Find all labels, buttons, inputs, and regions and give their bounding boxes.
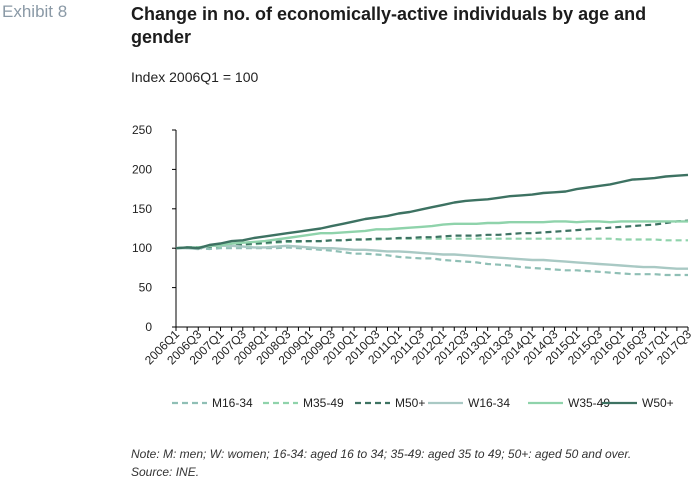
y-tick-label: 150 [132, 202, 152, 216]
legend-label-w50+: W50+ [642, 396, 674, 410]
source-text: Source: INE. [131, 465, 200, 479]
legend-label-m35-49: M35-49 [303, 396, 344, 410]
y-tick-label: 200 [132, 162, 152, 176]
note-text: Note: M: men; W: women; 16-34: aged 16 t… [131, 447, 632, 461]
legend-label-w16-34: W16-34 [468, 396, 510, 410]
y-tick-label: 250 [132, 123, 152, 137]
exhibit-label: Exhibit 8 [2, 2, 68, 21]
chart-subtitle: Index 2006Q1 = 100 [131, 69, 259, 85]
chart-series [175, 173, 689, 277]
y-tick-label: 100 [132, 241, 152, 255]
chart-notes: Note: M: men; W: women; 16-34: aged 16 t… [131, 445, 631, 481]
series-line-w35-49 [175, 220, 688, 250]
legend-label-m16-34: M16-34 [212, 396, 253, 410]
legend-label-m50+: M50+ [395, 396, 425, 410]
chart-legend: M16-34 M35-49 M50+ W16-34 W35-49 W50+ [172, 396, 674, 410]
series-line-w16-34 [176, 244, 688, 270]
series-line-w50+ [175, 173, 689, 250]
y-tick-label: 0 [145, 320, 152, 334]
line-chart: 0501001502002502006Q12006Q32007Q12007Q32… [132, 123, 694, 410]
series-line-m50+ [175, 219, 689, 250]
legend-label-w35-49: W35-49 [568, 396, 610, 410]
series-line-m16-34 [176, 246, 688, 277]
chart-title: Change in no. of economically-active ind… [131, 4, 647, 47]
y-tick-label: 50 [139, 281, 153, 295]
